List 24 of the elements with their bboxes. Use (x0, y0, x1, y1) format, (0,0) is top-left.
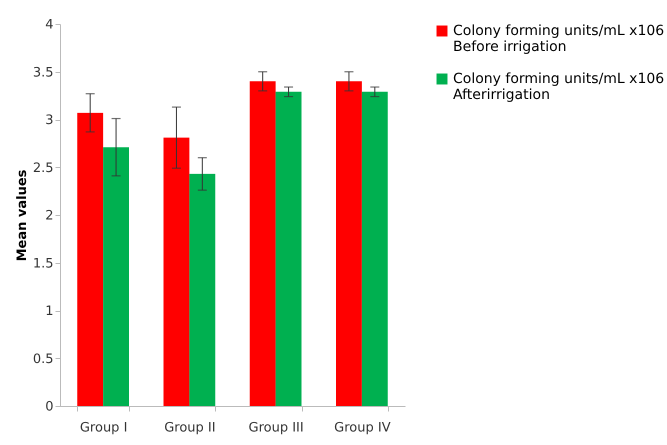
y-tick-label: 0.5 (32, 352, 54, 367)
y-tick-label: 1.5 (32, 256, 54, 272)
x-tick-label: Group IV (334, 420, 391, 436)
y-tick-label: 3 (45, 113, 54, 128)
bar (336, 81, 362, 406)
y-tick-label: 2.5 (32, 160, 54, 176)
bar (77, 112, 104, 406)
bar (250, 81, 276, 406)
bar (103, 147, 129, 406)
y-tick-label: 0 (45, 400, 54, 414)
bar (189, 174, 216, 406)
legend-label: Colony forming units/mL x106 Before irrigation (453, 23, 664, 55)
y-tick-label: 2 (45, 208, 54, 224)
y-axis-title: Mean values (14, 169, 30, 262)
x-tick-label: Group II (164, 420, 216, 436)
bar (164, 138, 190, 406)
bar (276, 92, 302, 406)
x-tick-label: Group I (80, 420, 128, 436)
legend-label: Colony forming units/mL x106 Afterirrigation (453, 71, 664, 103)
x-tick-label: Group III (248, 420, 304, 436)
y-tick-label: 4 (45, 18, 54, 32)
y-tick-label: 3.5 (32, 65, 54, 80)
y-tick-label: 1 (45, 304, 54, 319)
bar (362, 92, 388, 406)
